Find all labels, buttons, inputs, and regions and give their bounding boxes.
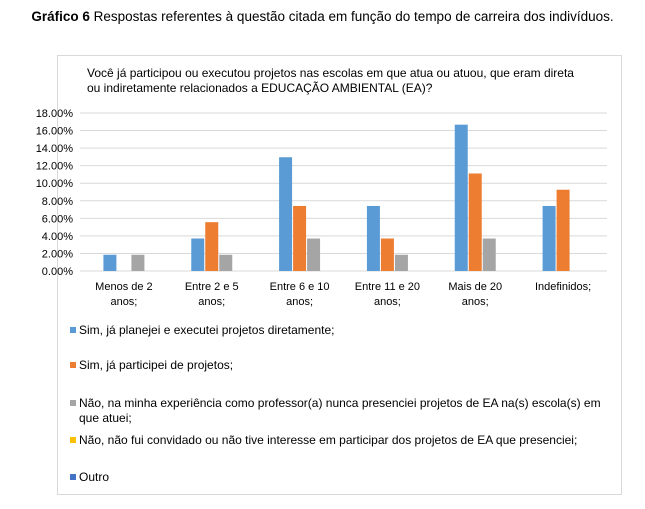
bar bbox=[468, 173, 482, 271]
x-tick-label: anos; bbox=[110, 296, 137, 308]
y-tick-label: 8.00% bbox=[42, 196, 73, 208]
y-tick-label: 16.00% bbox=[36, 126, 74, 138]
x-tick-label: Mais de 20 bbox=[448, 281, 502, 293]
x-tick-label: Entre 2 e 5 bbox=[185, 281, 239, 293]
legend-swatch bbox=[70, 474, 76, 480]
chart-title: Você já participou ou executou projetos … bbox=[87, 66, 574, 95]
x-tick-label: anos; bbox=[462, 296, 489, 308]
legend-label: Não, não fui convidado ou não tive inter… bbox=[79, 433, 578, 447]
bar bbox=[542, 205, 556, 271]
legend-swatch bbox=[70, 362, 76, 368]
chart-area bbox=[57, 55, 622, 495]
x-tick-label: Entre 11 e 20 bbox=[355, 281, 420, 293]
figure-caption: Gráfico 6 Respostas referentes à questão… bbox=[20, 4, 625, 29]
legend-label: Sim, já planejei e executei projetos dir… bbox=[79, 323, 335, 337]
y-tick-label: 4.00% bbox=[42, 231, 73, 243]
bar bbox=[279, 157, 293, 271]
y-tick-label: 2.00% bbox=[42, 248, 73, 260]
y-tick-label: 18.00% bbox=[36, 108, 74, 120]
y-tick-label: 12.00% bbox=[36, 161, 74, 173]
bar bbox=[131, 254, 145, 271]
bar bbox=[205, 222, 219, 271]
bar bbox=[219, 254, 233, 271]
x-tick-label: anos; bbox=[286, 296, 313, 308]
bar bbox=[394, 254, 408, 271]
y-tick-label: 10.00% bbox=[36, 178, 74, 190]
bar bbox=[191, 238, 205, 271]
legend-swatch bbox=[70, 327, 76, 333]
y-tick-label: 6.00% bbox=[42, 213, 73, 225]
legend-swatch bbox=[70, 400, 76, 406]
legend-label: Outro bbox=[79, 470, 110, 484]
legend-label: Não, na minha experiência como professor… bbox=[79, 396, 601, 425]
x-tick-label: Menos de 2 bbox=[95, 281, 152, 293]
bar bbox=[482, 238, 496, 271]
legend-label: Sim, já participei de projetos; bbox=[79, 358, 234, 372]
y-tick-label: 0.00% bbox=[42, 266, 73, 278]
bar bbox=[454, 124, 468, 272]
x-tick-label: anos; bbox=[198, 296, 225, 308]
x-tick-label: Indefinidos; bbox=[535, 281, 591, 293]
x-tick-label: anos; bbox=[374, 296, 401, 308]
bar bbox=[366, 205, 380, 271]
y-tick-label: 14.00% bbox=[36, 143, 74, 155]
x-tick-label: Entre 6 e 10 bbox=[270, 281, 330, 293]
caption-label: Gráfico 6 bbox=[31, 9, 90, 24]
bar bbox=[556, 189, 570, 271]
bar bbox=[103, 254, 117, 271]
bar bbox=[293, 205, 307, 271]
bar bbox=[380, 238, 394, 271]
caption-text: Respostas referentes à questão citada em… bbox=[89, 9, 614, 24]
legend-swatch bbox=[70, 437, 76, 443]
bar bbox=[307, 238, 321, 271]
